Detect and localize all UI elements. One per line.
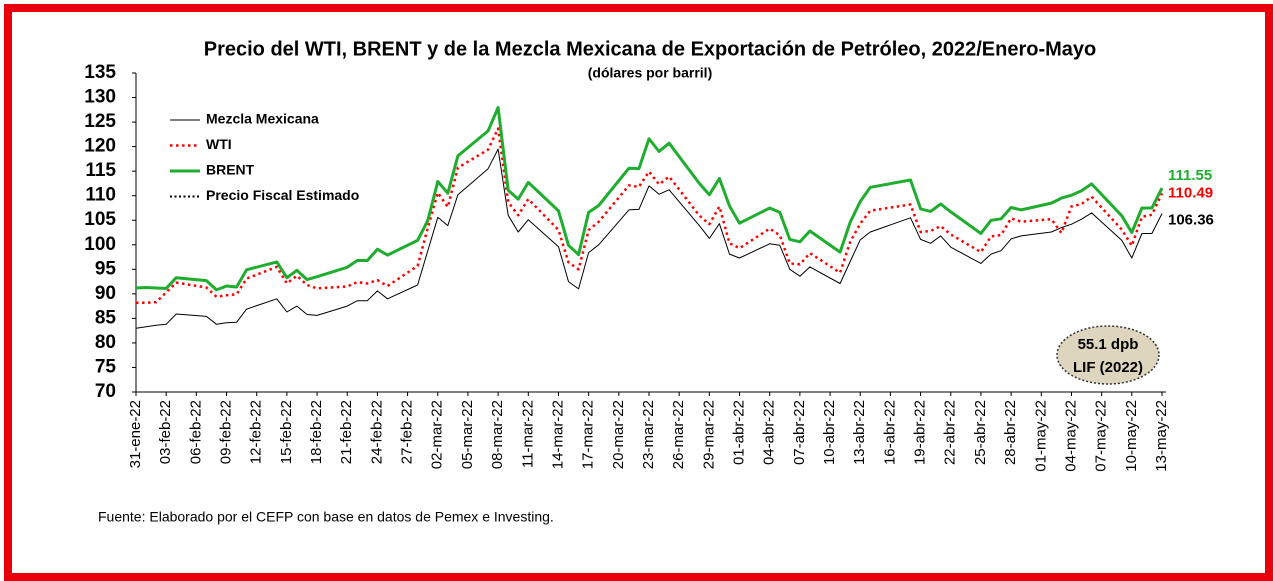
plot-area <box>136 106 1164 329</box>
y-tick-label: 120 <box>84 136 116 157</box>
legend-label: Precio Fiscal Estimado <box>206 187 359 203</box>
annotation-bubble <box>1056 325 1160 385</box>
x-tick-label: 21-feb-22 <box>338 400 355 464</box>
x-tick-label: 19-abr-22 <box>912 400 929 465</box>
y-tick-label: 85 <box>95 307 117 328</box>
x-tick-label: 13-may-22 <box>1153 400 1170 472</box>
y-tick-label: 100 <box>84 234 116 255</box>
legend-label: BRENT <box>206 162 255 178</box>
x-tick-label: 06-feb-22 <box>187 400 204 464</box>
series-line <box>136 148 1163 329</box>
x-tick-label: 07-may-22 <box>1093 400 1110 472</box>
x-tick-label: 01-may-22 <box>1032 400 1049 472</box>
x-tick-label: 16-abr-22 <box>881 400 898 465</box>
y-tick-label: 115 <box>85 160 116 181</box>
y-tick-label: 105 <box>84 209 116 230</box>
y-tick-label: 95 <box>95 258 117 279</box>
x-tick-label: 09-feb-22 <box>217 400 234 464</box>
x-tick-label: 11-mar-22 <box>519 400 536 468</box>
x-tick-label: 27-feb-22 <box>399 400 416 464</box>
x-tick-label: 04-abr-22 <box>761 400 778 465</box>
y-tick-label: 125 <box>84 111 116 132</box>
x-tick-label: 10-may-22 <box>1123 400 1140 472</box>
x-tick-label: 02-mar-22 <box>429 400 446 469</box>
end-value-label: 106.36 <box>1168 212 1214 229</box>
y-tick-label: 110 <box>85 185 116 206</box>
x-tick-label: 03-feb-22 <box>157 400 174 464</box>
x-tick-label: 04-may-22 <box>1062 400 1079 472</box>
y-tick-label: 75 <box>95 356 117 377</box>
x-tick-label: 20-mar-22 <box>610 400 627 469</box>
x-tick-label: 05-mar-22 <box>459 400 476 469</box>
series-line <box>136 106 1164 292</box>
x-tick-label: 01-abr-22 <box>730 400 747 465</box>
y-tick-label: 90 <box>95 283 116 304</box>
x-tick-label: 14-mar-22 <box>549 400 566 469</box>
y-tick-label: 130 <box>84 87 116 108</box>
legend-label: Mezcla Mexicana <box>206 111 319 127</box>
x-tick-label: 15-feb-22 <box>278 400 295 464</box>
annotation-text: LIF (2022) <box>1073 359 1143 376</box>
x-tick-label: 13-abr-22 <box>851 400 868 465</box>
end-value-label: 111.55 <box>1168 167 1212 184</box>
x-tick-label: 18-feb-22 <box>308 400 325 464</box>
x-tick-label: 10-abr-22 <box>821 400 838 465</box>
x-tick-label: 29-mar-22 <box>700 400 717 469</box>
frame <box>4 4 1273 581</box>
x-tick-label: 26-mar-22 <box>670 400 687 469</box>
annotation-text: 55.1 dpb <box>1078 336 1139 353</box>
chart-subtitle: (dólares por barril) <box>588 65 712 81</box>
x-tick-label: 08-mar-22 <box>489 400 506 469</box>
y-tick-label: 70 <box>95 381 116 402</box>
x-tick-label: 23-mar-22 <box>640 400 657 469</box>
legend-label: WTI <box>206 136 232 152</box>
x-tick-label: 12-feb-22 <box>248 400 265 464</box>
x-tick-label: 07-abr-22 <box>791 400 808 465</box>
source-note: Fuente: Elaborado por el CEFP con base e… <box>98 509 554 525</box>
x-tick-label: 25-abr-22 <box>972 400 989 465</box>
x-tick-label: 22-abr-22 <box>942 400 959 465</box>
x-tick-label: 31-ene-22 <box>127 400 144 468</box>
end-value-label: 110.49 <box>1168 184 1213 201</box>
x-tick-label: 28-abr-22 <box>1002 400 1019 465</box>
x-tick-label: 17-mar-22 <box>580 400 597 469</box>
chart-title: Precio del WTI, BRENT y de la Mezcla Mex… <box>204 38 1097 60</box>
y-tick-label: 135 <box>84 62 116 83</box>
y-tick-label: 80 <box>95 332 116 353</box>
x-tick-label: 24-feb-22 <box>368 400 385 464</box>
series-line <box>136 127 1164 304</box>
